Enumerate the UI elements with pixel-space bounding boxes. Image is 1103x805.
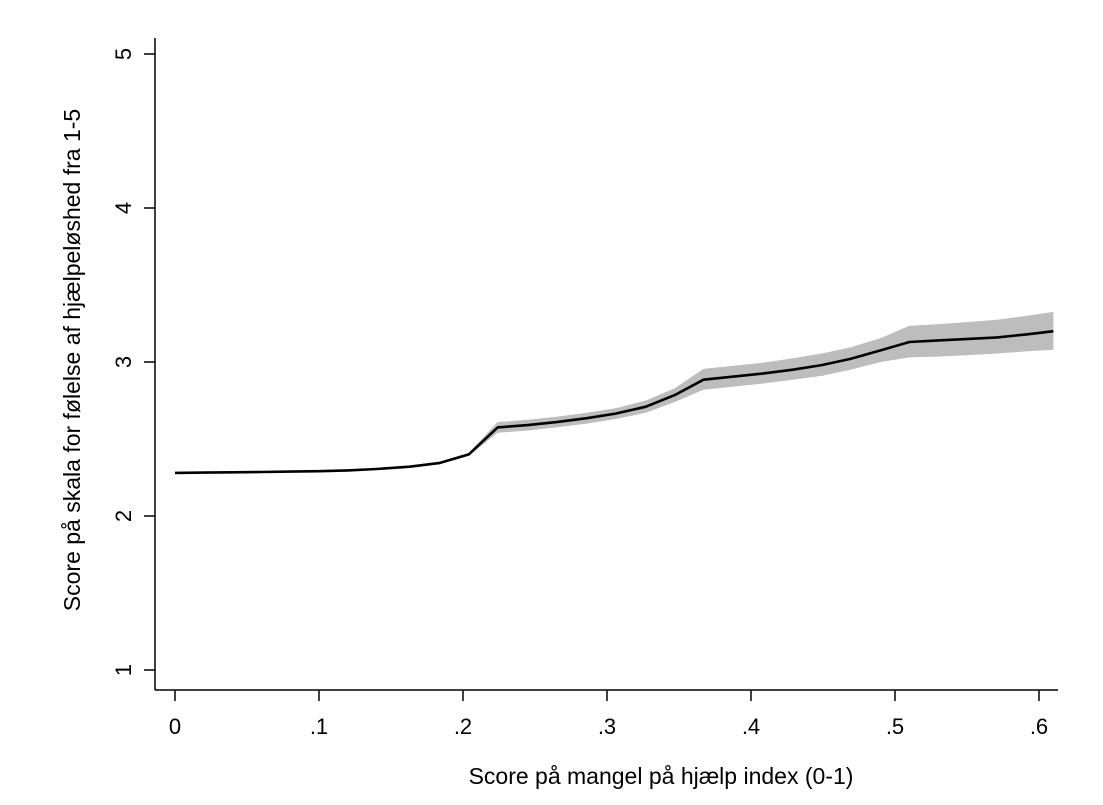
confidence-band: [175, 311, 1054, 474]
x-tick-label: .2: [454, 714, 472, 739]
x-tick-label: .6: [1030, 714, 1048, 739]
y-tick-label: 4: [111, 202, 136, 214]
y-tick-label: 3: [111, 356, 136, 368]
x-tick-label: .4: [742, 714, 760, 739]
axes: [154, 38, 1058, 691]
y-tick-label: 2: [111, 510, 136, 522]
y-axis-title: Score på skala for følelse af hjælpeløsh…: [59, 109, 85, 611]
x-tick-label: .1: [310, 714, 328, 739]
x-tick-label: 0: [169, 714, 181, 739]
line-layer: [174, 329, 1054, 475]
y-tick-label: 5: [111, 48, 136, 60]
series-line: [174, 329, 1054, 475]
confidence-band-layer: [175, 311, 1054, 474]
y-tick-label: 1: [111, 664, 136, 676]
x-tick-label: .3: [598, 714, 616, 739]
x-axis-title: Score på mangel på hjælp index (0-1): [469, 763, 854, 789]
x-tick-label: .5: [886, 714, 904, 739]
ticks: 0 .1 .2 .3 .4 .5 .6 1 2 3 4 5: [111, 48, 1048, 739]
